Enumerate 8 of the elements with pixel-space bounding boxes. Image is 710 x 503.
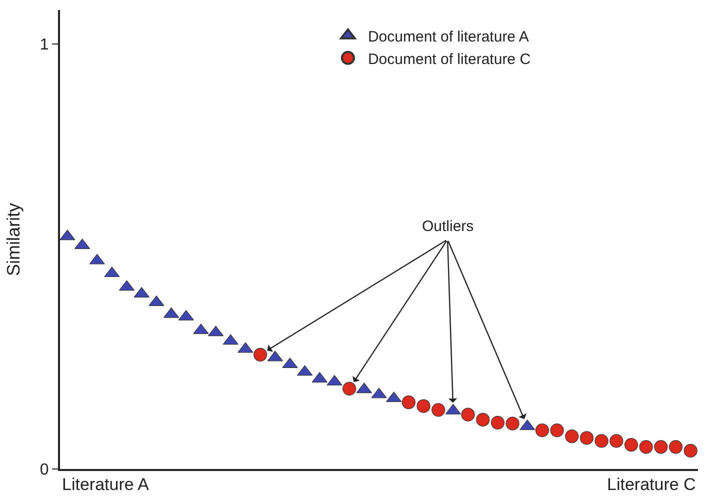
y-tick-label: 0 (40, 462, 49, 479)
text: Literature A (62, 475, 150, 494)
text: Literature C (607, 475, 696, 494)
y-axis-title: Similarity (4, 202, 24, 276)
y-tick-label: 1 (40, 36, 49, 54)
legend-label: Document of literature C (368, 50, 531, 68)
legend-label: Document of literature A (368, 28, 529, 46)
annotation: Outliers (422, 218, 474, 235)
